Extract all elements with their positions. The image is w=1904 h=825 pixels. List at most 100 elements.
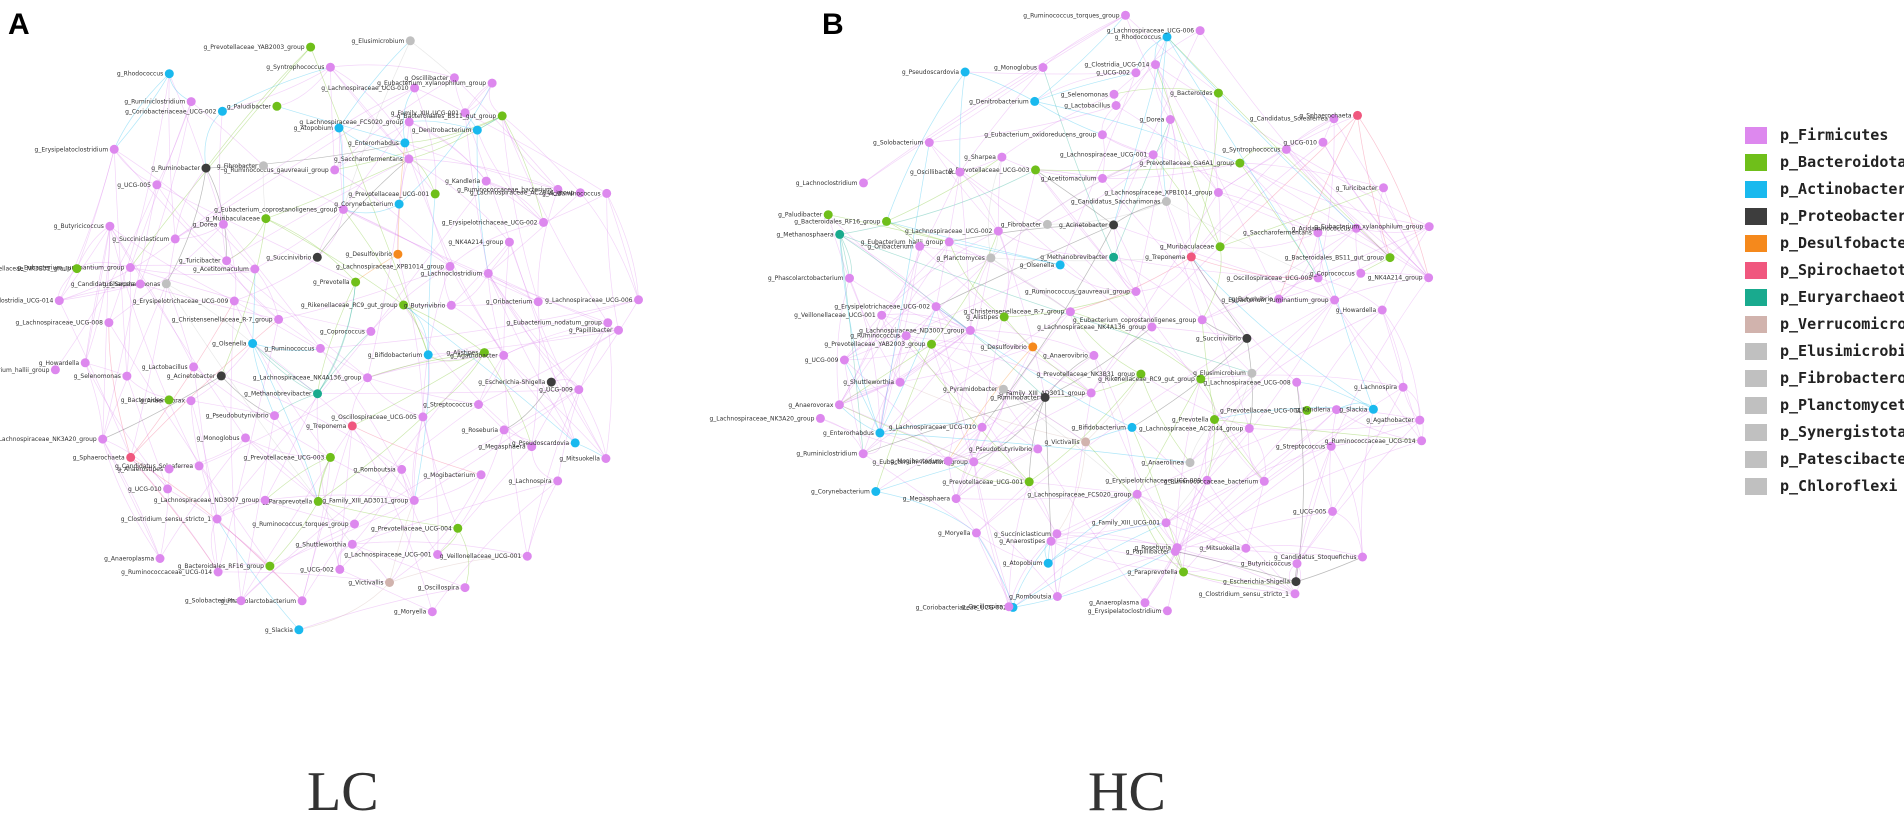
- node-circle: [335, 564, 345, 574]
- network-edge: [839, 234, 881, 434]
- network-edge: [76, 149, 115, 269]
- node-label: g_Ruminococcus: [850, 333, 900, 340]
- node-label: g_Dorea: [193, 221, 218, 228]
- legend-label: p_Desulfobacterota: [1780, 234, 1904, 252]
- node-circle: [1313, 228, 1323, 238]
- network-edge: [464, 112, 576, 444]
- network-edge: [422, 352, 485, 418]
- network-node: g_Anaerovibrio: [1043, 350, 1099, 360]
- node-circle: [50, 365, 60, 375]
- network-node: g_Treponema: [1145, 252, 1196, 262]
- network-edge: [245, 437, 355, 525]
- network-node: g_Megasphaera: [903, 494, 961, 504]
- network-edge: [432, 480, 558, 612]
- network-edge: [1202, 228, 1357, 321]
- network-edge: [316, 393, 341, 570]
- node-circle: [601, 454, 611, 463]
- node-label: g_Butyricicoccus: [54, 223, 104, 230]
- node-label: g_Ruminococcus_torques_group: [1023, 12, 1119, 19]
- node-label: g_Moryella: [938, 530, 971, 537]
- network-edge: [862, 330, 971, 454]
- panel-title-lc: LC: [307, 761, 379, 823]
- network-edge: [221, 375, 275, 416]
- node-label: g_Anaeroplasma: [104, 556, 154, 563]
- network-edge: [820, 418, 974, 463]
- node-circle: [152, 180, 162, 190]
- node-circle: [1197, 315, 1207, 325]
- node-circle: [1417, 436, 1427, 446]
- network-edge: [1012, 494, 1138, 608]
- network-edge: [269, 501, 319, 567]
- network-edge: [844, 241, 950, 361]
- network-edge: [1357, 115, 1429, 278]
- network-edge: [240, 404, 479, 601]
- network-edge: [233, 300, 331, 458]
- network-edge: [1165, 445, 1332, 523]
- network-edge: [487, 273, 580, 390]
- network-edge: [354, 389, 579, 525]
- network-edge: [408, 158, 559, 190]
- node-label: g_Agathobacter: [450, 352, 498, 359]
- network-edge: [486, 180, 581, 195]
- network-edge: [836, 278, 850, 405]
- network-node: g_UCG-010: [128, 484, 173, 494]
- node-circle: [297, 596, 307, 606]
- network-edge: [1137, 493, 1247, 549]
- node-circle: [194, 461, 204, 471]
- node-label: g_Ruminococcus_gauvreauii_group: [1025, 289, 1130, 296]
- node-circle: [487, 78, 497, 88]
- network-node: g_Candidatus_Soleaferrea: [115, 461, 204, 471]
- network-edge: [330, 67, 336, 170]
- network-edge: [174, 167, 207, 239]
- network-edge: [1333, 118, 1429, 278]
- node-label: g_Acinetobacter: [1059, 222, 1108, 229]
- network-node: g_Anaerostipes: [117, 464, 174, 474]
- network-node: g_Prevotellaceae_Ga6A1_group: [1139, 158, 1245, 168]
- network-node: g_Moryella: [938, 528, 981, 538]
- node-circle: [602, 188, 612, 198]
- network-node: g_UCG-009: [805, 355, 849, 365]
- network-edge: [278, 266, 451, 320]
- network-node: g_Denitrobacterium: [969, 96, 1040, 106]
- node-label: g_Lactobacillus: [1064, 103, 1110, 110]
- node-label: g_Victivallis: [348, 580, 383, 587]
- node-circle: [445, 261, 455, 271]
- node-circle: [993, 226, 1003, 236]
- node-circle: [901, 331, 911, 341]
- network-edge: [486, 180, 544, 223]
- legend-swatch: [1745, 450, 1767, 468]
- node-label: g_Rikenellaceae_RC9_gut_group: [301, 302, 398, 309]
- network-edge: [947, 257, 992, 462]
- network-node: g_Solobacterium: [185, 596, 246, 606]
- network-edge: [1153, 154, 1391, 258]
- network-edge: [166, 283, 353, 545]
- node-circle: [1040, 392, 1050, 402]
- node-circle: [350, 519, 359, 529]
- network-edge: [352, 425, 482, 476]
- node-label: g_Denitrobacterium: [412, 127, 472, 134]
- network-node: g_UCG-002: [300, 564, 345, 574]
- node-circle: [104, 318, 114, 328]
- network-edge: [1136, 378, 1202, 495]
- node-circle: [1052, 529, 1062, 539]
- network-edge: [58, 149, 115, 301]
- network-edge: [970, 257, 992, 331]
- node-circle: [1353, 110, 1362, 120]
- network-edge: [879, 142, 930, 433]
- network-edge: [839, 234, 937, 307]
- node-circle: [427, 607, 437, 617]
- network-edge: [389, 474, 482, 583]
- node-circle: [363, 373, 372, 383]
- node-label: g_Eubacterium_xylanophilum_group: [1314, 224, 1423, 231]
- node-circle: [1358, 552, 1367, 562]
- network-edge: [1102, 154, 1154, 179]
- network-edge: [1102, 178, 1248, 339]
- network-edge: [1220, 232, 1319, 249]
- node-circle: [265, 561, 275, 571]
- network-edge: [580, 192, 639, 300]
- legend-swatch: [1745, 369, 1767, 387]
- network-edge: [1183, 446, 1332, 573]
- network-edge: [973, 397, 1046, 463]
- network-edge: [338, 87, 415, 129]
- network-edge: [276, 66, 331, 107]
